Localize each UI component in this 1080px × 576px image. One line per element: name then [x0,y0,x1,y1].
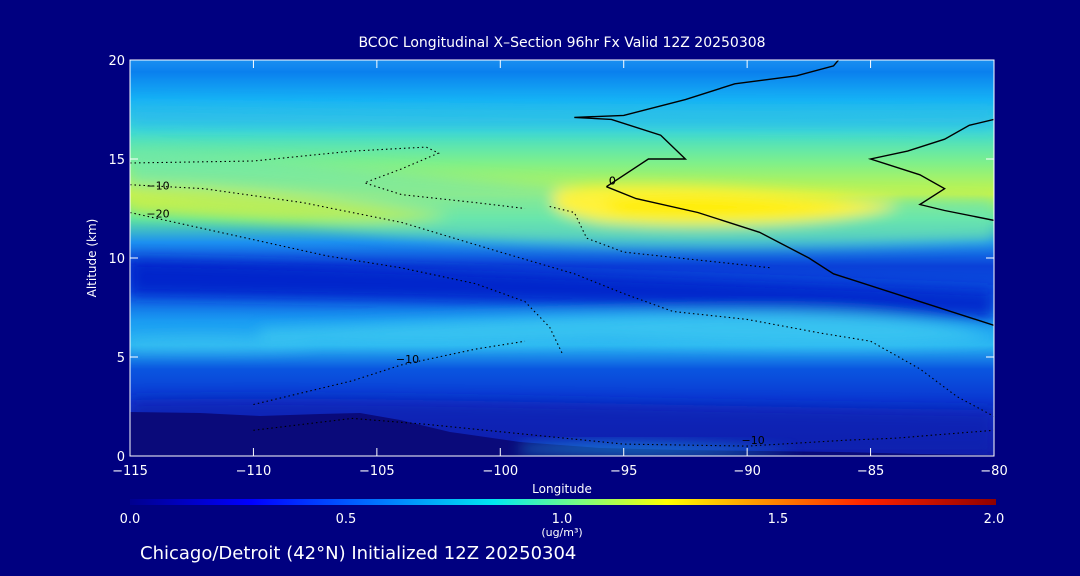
y-tick-label: 0 [117,450,125,465]
contour-label: 0 [609,175,616,188]
x-tick-label: −80 [980,464,1007,479]
y-tick-label: 20 [108,54,125,69]
x-tick-label: −105 [359,464,395,479]
y-tick-label: 10 [108,252,125,267]
x-tick-label: −100 [482,464,518,479]
contour-label: 0 [997,107,1004,120]
colorbar-tick-label: 0.0 [119,512,141,527]
x-tick-label: −85 [857,464,884,479]
contour-label: −10 [742,434,765,447]
x-tick-label: −115 [112,464,148,479]
field-mid-cyan-layer [260,311,994,346]
colorbar-units: (ug/m³) [541,526,583,539]
footer-caption: Chicago/Detroit (42°N) Initialized 12Z 2… [140,543,577,564]
field-left-yellow [130,185,450,224]
x-tick-label: −110 [236,464,272,479]
field-surface-cyan-plume [520,443,800,455]
field-mid-cyan-left [130,337,320,351]
colorbar-tick-label: 1.5 [767,512,789,527]
colorbar-tick-label: 0.5 [335,512,357,527]
concentration-field: 000−10−20−10−10 [130,60,1004,456]
temperature-contours: 000−10−20−10−10 [130,60,1004,447]
x-tick-label: −90 [733,464,760,479]
field-max-inner [600,196,850,219]
y-tick-label: 15 [108,153,125,168]
field-upper-blue-core [130,260,994,320]
colorbar-tick-label: 1.0 [551,512,573,527]
x-axis-label: Longitude [532,482,592,496]
field-top-light-band [130,105,994,130]
x-tick-label: −95 [610,464,637,479]
contour-line-dotted [253,340,526,406]
colorbar [130,499,996,505]
y-axis-label: Altitude (km) [85,218,99,298]
contour-line-dotted [130,211,563,354]
contour-label: 0 [609,175,616,188]
contour-line-solid [867,118,994,222]
contour-label: −10 [146,180,169,193]
field-surface-dark [130,412,994,456]
contour-line-solid [574,60,840,188]
contour-line-solid [606,186,994,326]
chart-title: BCOC Longitudinal X–Section 96hr Fx Vali… [358,35,766,51]
y-tick-label: 5 [117,351,125,366]
contour-label: −10 [396,353,419,366]
contour-label: −20 [146,207,169,220]
contour-line-dotted [549,205,772,269]
colorbar-tick-label: 2.0 [983,512,1005,527]
